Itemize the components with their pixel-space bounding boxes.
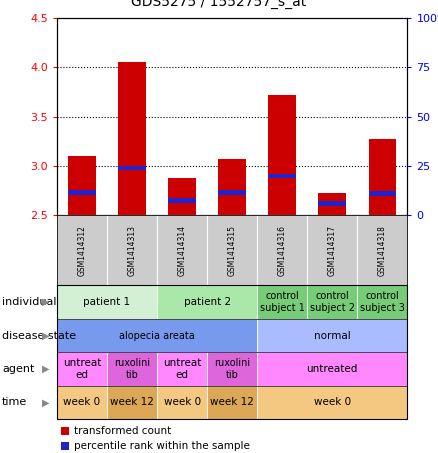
Bar <box>257 215 307 285</box>
Text: individual: individual <box>2 297 57 307</box>
Text: GSM1414315: GSM1414315 <box>228 225 237 276</box>
Text: ruxolini
tib: ruxolini tib <box>114 358 150 380</box>
Bar <box>318 193 346 215</box>
Bar <box>368 140 396 215</box>
Bar <box>157 215 207 285</box>
Text: ▶: ▶ <box>42 364 50 374</box>
Bar <box>68 156 96 215</box>
Bar <box>68 190 96 195</box>
Text: alopecia areata: alopecia areata <box>119 331 195 341</box>
Text: week 12: week 12 <box>110 397 154 407</box>
Text: disease state: disease state <box>2 331 76 341</box>
Text: GSM1414316: GSM1414316 <box>278 225 287 276</box>
Text: percentile rank within the sample: percentile rank within the sample <box>74 441 250 451</box>
Bar <box>168 178 196 215</box>
Text: untreated: untreated <box>307 364 358 374</box>
Text: week 12: week 12 <box>210 397 254 407</box>
Bar <box>118 166 146 170</box>
Text: normal: normal <box>314 331 351 341</box>
Text: time: time <box>2 397 28 407</box>
Text: patient 2: patient 2 <box>184 297 231 307</box>
Text: ▶: ▶ <box>42 397 50 407</box>
Text: untreat
ed: untreat ed <box>163 358 201 380</box>
Text: GSM1414313: GSM1414313 <box>127 225 137 276</box>
Bar <box>219 159 246 215</box>
Text: GSM1414318: GSM1414318 <box>378 225 387 276</box>
Text: untreat
ed: untreat ed <box>63 358 101 380</box>
Bar <box>318 201 346 206</box>
Text: GSM1414312: GSM1414312 <box>78 225 86 276</box>
Bar <box>168 198 196 202</box>
Text: ▶: ▶ <box>42 297 50 307</box>
Text: transformed count: transformed count <box>74 426 171 436</box>
Bar <box>219 190 246 195</box>
Text: week 0: week 0 <box>64 397 101 407</box>
Bar <box>357 215 407 285</box>
Text: control
subject 3: control subject 3 <box>360 291 405 313</box>
Text: patient 1: patient 1 <box>83 297 131 307</box>
Bar <box>268 173 296 178</box>
Bar <box>107 215 157 285</box>
Bar <box>207 215 257 285</box>
Bar <box>268 95 296 215</box>
Text: control
subject 1: control subject 1 <box>260 291 305 313</box>
Text: ▶: ▶ <box>42 331 50 341</box>
Text: GSM1414314: GSM1414314 <box>177 225 187 276</box>
Text: GSM1414317: GSM1414317 <box>328 225 337 276</box>
Text: week 0: week 0 <box>163 397 201 407</box>
Text: control
subject 2: control subject 2 <box>310 291 355 313</box>
Bar <box>368 191 396 196</box>
Text: agent: agent <box>2 364 35 374</box>
Bar <box>57 215 107 285</box>
Bar <box>118 63 146 215</box>
Text: week 0: week 0 <box>314 397 351 407</box>
Bar <box>307 215 357 285</box>
Text: ruxolini
tib: ruxolini tib <box>214 358 250 380</box>
Text: GDS5275 / 1552757_s_at: GDS5275 / 1552757_s_at <box>131 0 307 9</box>
